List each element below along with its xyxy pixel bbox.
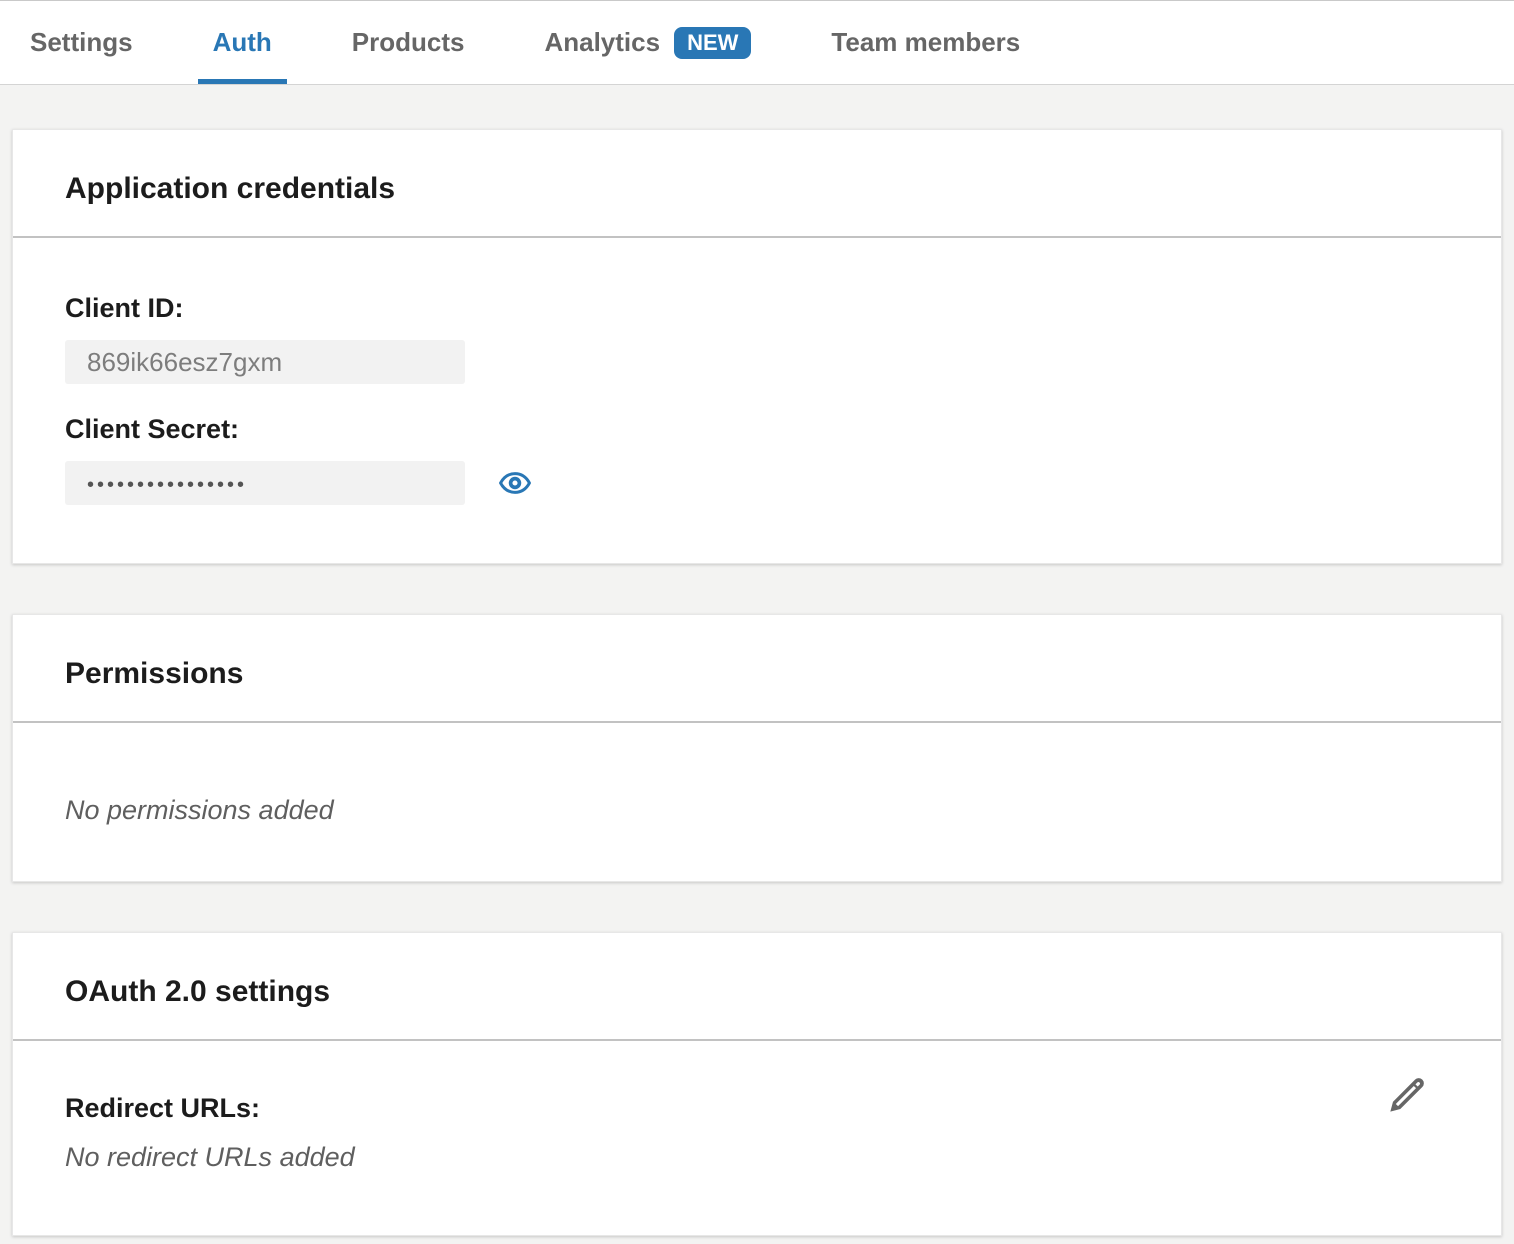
client-secret-value-masked: •••••••••••••••• — [65, 461, 465, 505]
tab-auth[interactable]: Auth — [197, 1, 287, 84]
client-id-value: 869ik66esz7gxm — [65, 340, 465, 384]
no-permissions-text: No permissions added — [65, 795, 334, 825]
permissions-header: Permissions — [13, 615, 1501, 723]
tab-settings[interactable]: Settings — [15, 1, 148, 84]
tab-products-label: Products — [351, 27, 465, 57]
tab-settings-label: Settings — [30, 27, 133, 57]
reveal-secret-button[interactable] — [497, 465, 533, 501]
client-secret-label: Client Secret: — [65, 414, 240, 444]
tab-analytics[interactable]: Analytics NEW — [529, 1, 766, 84]
eye-icon — [498, 466, 532, 500]
permissions-body: No permissions added — [13, 723, 1501, 881]
permissions-title: Permissions — [65, 657, 244, 690]
oauth-settings-header: OAuth 2.0 settings — [13, 933, 1501, 1041]
tab-team-members-label: Team members — [831, 27, 1021, 57]
client-id-label: Client ID: — [65, 293, 184, 323]
application-credentials-body: Client ID: 869ik66esz7gxm Client Secret:… — [13, 238, 1501, 563]
tab-products[interactable]: Products — [337, 1, 480, 84]
client-secret-row: •••••••••••••••• — [65, 461, 1449, 505]
new-badge: NEW — [674, 26, 752, 59]
redirect-urls-label: Redirect URLs: — [65, 1093, 261, 1123]
application-credentials-title: Application credentials — [65, 172, 396, 205]
application-credentials-header: Application credentials — [13, 130, 1501, 238]
no-redirect-urls-text: No redirect URLs added — [65, 1142, 355, 1172]
oauth-settings-body: Redirect URLs: No redirect URLs added — [13, 1041, 1501, 1235]
tab-team-members[interactable]: Team members — [816, 1, 1035, 84]
tab-analytics-label: Analytics — [544, 27, 661, 57]
tab-bar: Settings Auth Products Analytics NEW Tea… — [0, 0, 1514, 85]
pencil-icon — [1387, 1075, 1427, 1115]
application-credentials-card: Application credentials Client ID: 869ik… — [12, 129, 1502, 564]
oauth-settings-title: OAuth 2.0 settings — [65, 975, 331, 1008]
permissions-card: Permissions No permissions added — [12, 614, 1502, 882]
oauth-settings-card: OAuth 2.0 settings Redirect URLs: No red… — [12, 932, 1502, 1236]
tab-auth-label: Auth — [212, 27, 272, 57]
edit-redirect-urls-button[interactable] — [1385, 1073, 1429, 1117]
